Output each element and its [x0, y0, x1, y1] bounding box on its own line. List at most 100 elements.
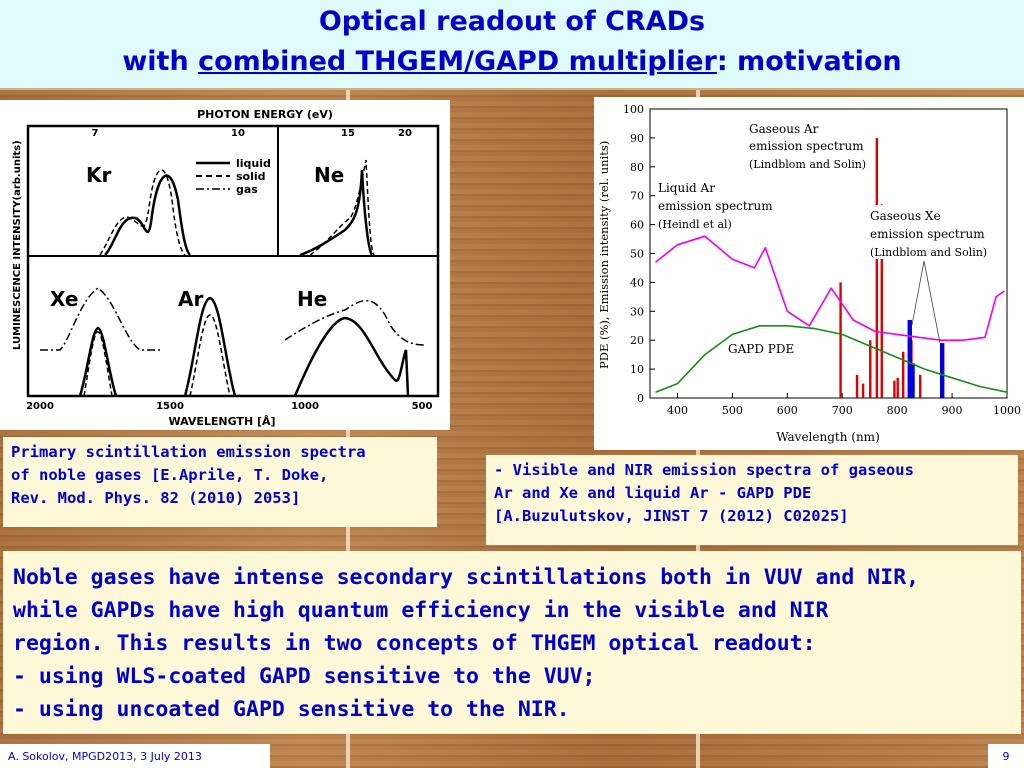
bar-gas-ar — [896, 377, 899, 398]
ann-ar-1: emission spectrum — [749, 139, 864, 153]
chart-y-title: PDE (%), Emission intensity (rel. units) — [597, 141, 611, 369]
bottom-tick-1: 1500 — [156, 401, 184, 412]
y-tick-label: 40 — [630, 276, 644, 289]
panel-label-he: He — [297, 287, 327, 311]
panel-label-kr: Kr — [86, 163, 111, 187]
x-tick-label: 800 — [887, 404, 908, 417]
legend-liquid: liquid — [236, 157, 271, 170]
bar-gas-ar — [861, 383, 865, 398]
lower-curves — [40, 287, 426, 397]
y-tick-label: 100 — [623, 103, 644, 116]
legend-gas: gas — [236, 183, 258, 196]
title-prefix: with — [122, 46, 199, 77]
pde-emission-chart: PDE (%), Emission intensity (rel. units)… — [594, 97, 1024, 450]
main-text-line: while GAPDs have high quantum efficiency… — [13, 598, 829, 623]
y-tick-label: 50 — [630, 248, 644, 261]
y-tick-label: 60 — [630, 219, 644, 232]
bottom-tick-3: 500 — [412, 401, 433, 412]
bar-gas-ar — [880, 204, 883, 398]
main-text-line: - using uncoated GAPD sensitive to the N… — [13, 697, 570, 722]
ann-liq-1: emission spectrum — [658, 199, 773, 213]
bottom-tick-2: 1000 — [291, 401, 319, 412]
bar-gas-xe — [939, 343, 945, 398]
top-tick-0: 7 — [92, 128, 99, 139]
x-tick-label: 700 — [832, 404, 853, 417]
annotation-gaseous-xe: Gaseous Xe emission spectrum (Lindblom a… — [866, 205, 1004, 344]
annotation-gaseous-ar: Gaseous Ar emission spectrum (Lindblom a… — [749, 122, 866, 171]
bar-gas-xe — [910, 363, 915, 398]
title-suffix: : motivation — [716, 46, 902, 77]
xe-arrow-1 — [911, 260, 925, 326]
x-tick-label: 1000 — [993, 404, 1021, 417]
panel-label-xe: Xe — [50, 287, 78, 311]
ann-ar-0: Gaseous Ar — [749, 122, 819, 136]
page-number: 9 — [988, 744, 1024, 768]
chart-x-ticks: 400 500 600 700 800 900 1000 — [667, 393, 1021, 417]
annotation-liquid-ar: Liquid Ar emission spectrum (Heindl et a… — [658, 181, 773, 231]
ann-xe-1: emission spectrum — [870, 227, 985, 241]
y-tick-label: 30 — [630, 305, 644, 318]
main-text-line: Noble gases have intense secondary scint… — [13, 565, 920, 590]
caption-right-line: - Visible and NIR emission spectra of ga… — [494, 461, 914, 479]
chart-bars — [839, 137, 945, 398]
line-gapd-pde — [655, 325, 1008, 393]
ann-xe-2: (Lindblom and Solin) — [870, 246, 987, 259]
plot-frame — [26, 124, 440, 398]
ann-xe-0: Gaseous Xe — [870, 209, 941, 223]
chart-lines — [655, 235, 1008, 393]
y-tick-label: 80 — [630, 161, 644, 174]
top-tick-3: 20 — [398, 128, 412, 139]
y-tick-label: 10 — [630, 363, 644, 376]
caption-left-line: Rev. Mod. Phys. 82 (2010) 2053] — [11, 489, 301, 507]
line-liquid-ar — [655, 235, 1005, 341]
caption-left: Primary scintillation emission spectra o… — [3, 437, 437, 527]
top-axis-title: PHOTON ENERGY (eV) — [197, 108, 333, 121]
y-tick-label: 20 — [630, 334, 644, 347]
caption-left-line: Primary scintillation emission spectra — [11, 443, 366, 461]
chart-svg: PDE (%), Emission intensity (rel. units)… — [597, 103, 1021, 444]
main-text-line: region. This results in two concepts of … — [13, 631, 816, 656]
bar-gas-ar — [919, 374, 922, 398]
bar-gas-ar — [893, 380, 896, 398]
bottom-tick-0: 2000 — [26, 401, 54, 412]
x-tick-label: 900 — [942, 404, 963, 417]
ann-ar-2: (Lindblom and Solin) — [749, 158, 866, 171]
bar-gas-ar — [901, 351, 905, 398]
x-tick-label: 400 — [667, 404, 688, 417]
title-underlined: combined THGEM/GAPD multiplier — [198, 46, 717, 77]
noble-gas-spectra-figure: PHOTON ENERGY (eV) 7 10 15 20 LUMINESCEN… — [0, 100, 450, 430]
top-tick-2: 15 — [341, 128, 355, 139]
bar-gas-ar — [839, 282, 842, 398]
y-axis-title: LUMINESCENCE INTENSITY(arb.units) — [12, 140, 23, 350]
y-tick-label: 0 — [637, 392, 644, 405]
chart-x-title: Wavelength (nm) — [776, 430, 880, 444]
main-text-line: - using WLS-coated GAPD sensitive to the… — [13, 664, 596, 689]
caption-right: - Visible and NIR emission spectra of ga… — [486, 455, 1018, 545]
xe-arrow-2 — [923, 260, 941, 344]
bar-gas-ar — [869, 340, 872, 398]
footer-author: A. Sokolov, MPGD2013, 3 July 2013 — [0, 744, 270, 768]
bar-gas-ar — [875, 137, 879, 398]
x-tick-label: 500 — [722, 404, 743, 417]
x-tick-label: 600 — [777, 404, 798, 417]
title-bar: Optical readout of CRADs with combined T… — [0, 0, 1024, 90]
caption-right-line: [A.Buzulutskov, JINST 7 (2012) C02025] — [494, 507, 849, 525]
panel-label-ar: Ar — [178, 287, 203, 311]
ann-gapd: GAPD PDE — [728, 342, 794, 356]
bottom-axis-title: WAVELENGTH [Å] — [168, 415, 275, 428]
left-legend: liquid solid gas — [196, 157, 271, 196]
y-tick-label: 70 — [630, 190, 644, 203]
ann-liq-2: (Heindl et al) — [658, 218, 732, 231]
ne-curves — [299, 159, 375, 257]
bar-gas-ar — [855, 374, 859, 398]
caption-left-line: of noble gases [E.Aprile, T. Doke, — [11, 466, 329, 484]
slide-title-line1: Optical readout of CRADs — [318, 6, 706, 37]
chart-y-ticks: 0 10 20 30 40 50 60 70 80 90 100 — [623, 103, 655, 405]
kr-curves — [99, 169, 192, 256]
legend-solid: solid — [236, 170, 266, 183]
bar-gas-xe — [907, 319, 912, 398]
top-tick-1: 10 — [231, 128, 245, 139]
caption-right-line: Ar and Xe and liquid Ar - GAPD PDE — [494, 484, 812, 502]
main-text-box: Noble gases have intense secondary scint… — [3, 551, 1021, 734]
panel-label-ne: Ne — [314, 163, 344, 187]
